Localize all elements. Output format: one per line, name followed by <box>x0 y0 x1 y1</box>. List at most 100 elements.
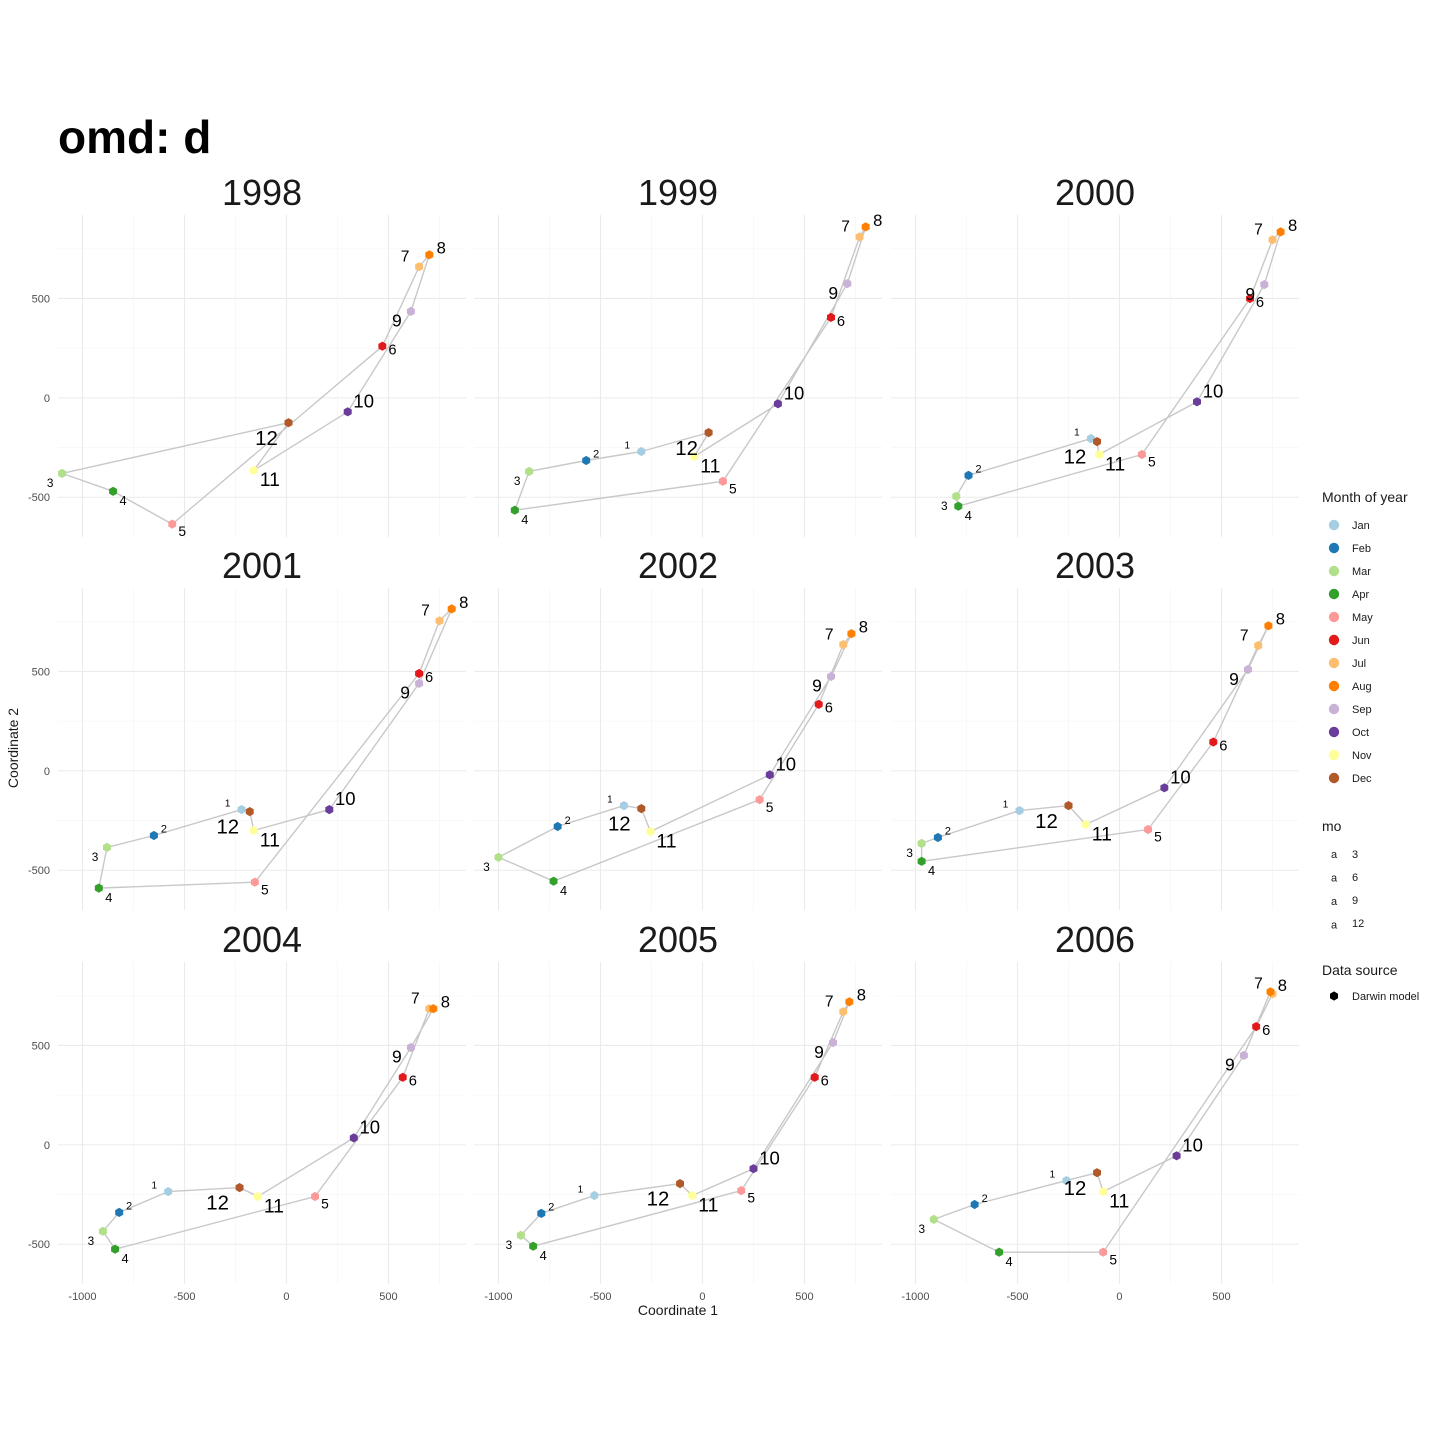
point-label-2: 2 <box>565 815 571 827</box>
legend-key-swatch <box>1328 657 1340 669</box>
x-tick-label: -500 <box>589 1291 611 1303</box>
point-label-3: 3 <box>506 1238 513 1252</box>
point-month-2 <box>964 470 973 480</box>
legend-key-label: Feb <box>1352 543 1371 555</box>
point-month-9 <box>829 1037 837 1048</box>
point-month-4 <box>109 486 118 496</box>
point-month-7 <box>855 232 864 242</box>
point-label-8: 8 <box>857 986 866 1005</box>
legend-key-label: Mar <box>1352 566 1371 578</box>
legend-key-label: Nov <box>1352 750 1372 762</box>
point-label-5: 5 <box>747 1191 755 1206</box>
point-label-11: 11 <box>656 830 676 852</box>
point-month-7 <box>415 262 424 272</box>
point-month-9 <box>415 678 424 688</box>
point-month-2 <box>553 821 562 832</box>
point-label-7: 7 <box>1254 976 1263 993</box>
point-month-10 <box>765 770 774 780</box>
point-label-3: 3 <box>483 860 490 874</box>
legend-key-label: Aug <box>1352 681 1372 693</box>
point-month-3 <box>58 468 67 478</box>
point-month-2 <box>933 832 942 843</box>
point-label-8: 8 <box>873 211 882 230</box>
point-label-2: 2 <box>126 1201 132 1213</box>
panel-title: 2000 <box>1055 172 1135 213</box>
legend: Month of year Jan Feb Mar Apr May Jun Jul Aug Sep… <box>1322 489 1419 1003</box>
point-month-10 <box>349 1133 358 1143</box>
point-month-8 <box>845 997 854 1007</box>
panel-title: 2006 <box>1055 919 1135 960</box>
point-month-7 <box>1254 641 1263 651</box>
point-label-12: 12 <box>608 814 631 836</box>
point-month-6 <box>415 668 424 679</box>
point-label-9: 9 <box>814 1042 824 1062</box>
x-tick-label: -1000 <box>484 1291 512 1303</box>
point-month-12 <box>284 418 293 428</box>
point-label-2: 2 <box>161 824 167 836</box>
point-label-7: 7 <box>411 990 420 1007</box>
chart-title: omd: d <box>58 111 211 163</box>
legend-key-swatch <box>1328 749 1340 761</box>
point-label-8: 8 <box>459 593 468 612</box>
point-label-3: 3 <box>941 499 948 513</box>
point-month-6 <box>1252 1022 1261 1032</box>
point-month-7 <box>839 1007 848 1017</box>
point-month-3 <box>952 491 961 501</box>
point-label-11: 11 <box>1105 453 1125 475</box>
point-month-6 <box>398 1072 407 1082</box>
point-label-12: 12 <box>206 1193 229 1215</box>
panel-title: 1999 <box>638 172 718 213</box>
point-label-5: 5 <box>1154 830 1162 845</box>
panel-title: 1998 <box>222 172 302 213</box>
point-label-10: 10 <box>759 1147 780 1168</box>
point-month-12 <box>235 1183 244 1193</box>
legend-shape-title: Data source <box>1322 962 1398 978</box>
legend-key-swatch <box>1328 726 1340 738</box>
point-month-3 <box>525 466 534 476</box>
point-label-1: 1 <box>225 799 231 810</box>
x-tick-label: -500 <box>173 1291 195 1303</box>
point-month-3 <box>929 1214 938 1224</box>
legend-key-label: Jul <box>1352 658 1366 670</box>
x-tick-label: 0 <box>283 1291 289 1303</box>
point-label-8: 8 <box>437 239 446 258</box>
point-month-8 <box>429 1004 438 1014</box>
legend-size-label: 9 <box>1352 895 1358 907</box>
x-tick-label: -500 <box>1006 1291 1028 1303</box>
point-month-3 <box>103 842 111 852</box>
legend-key-swatch <box>1328 703 1340 715</box>
point-label-7: 7 <box>841 219 850 236</box>
y-tick-label: 0 <box>44 393 50 405</box>
legend-key-swatch <box>1328 611 1340 623</box>
point-month-12 <box>704 428 713 438</box>
point-label-2: 2 <box>593 449 599 461</box>
point-label-6: 6 <box>425 670 433 686</box>
point-label-6: 6 <box>409 1074 417 1090</box>
point-label-3: 3 <box>906 846 913 860</box>
point-label-8: 8 <box>1276 610 1285 629</box>
x-tick-label: 500 <box>379 1291 397 1303</box>
point-label-8: 8 <box>441 993 450 1012</box>
point-label-8: 8 <box>1278 976 1287 995</box>
point-label-6: 6 <box>821 1074 829 1090</box>
point-label-9: 9 <box>1245 284 1255 304</box>
point-label-10: 10 <box>335 788 356 809</box>
point-label-10: 10 <box>1203 380 1224 401</box>
point-month-7 <box>839 640 848 650</box>
legend-shape-swatch <box>1330 991 1338 1001</box>
x-tick-label: 0 <box>699 1291 705 1303</box>
point-month-4 <box>995 1247 1004 1257</box>
seasonal-path <box>59 254 430 525</box>
point-month-11 <box>1095 449 1104 460</box>
point-label-3: 3 <box>514 474 521 488</box>
point-label-10: 10 <box>1182 1134 1203 1155</box>
point-label-11: 11 <box>260 469 280 491</box>
point-label-9: 9 <box>1229 669 1239 689</box>
point-label-7: 7 <box>825 626 834 643</box>
point-label-6: 6 <box>825 701 833 717</box>
point-label-8: 8 <box>859 618 868 637</box>
point-label-1: 1 <box>578 1185 584 1196</box>
